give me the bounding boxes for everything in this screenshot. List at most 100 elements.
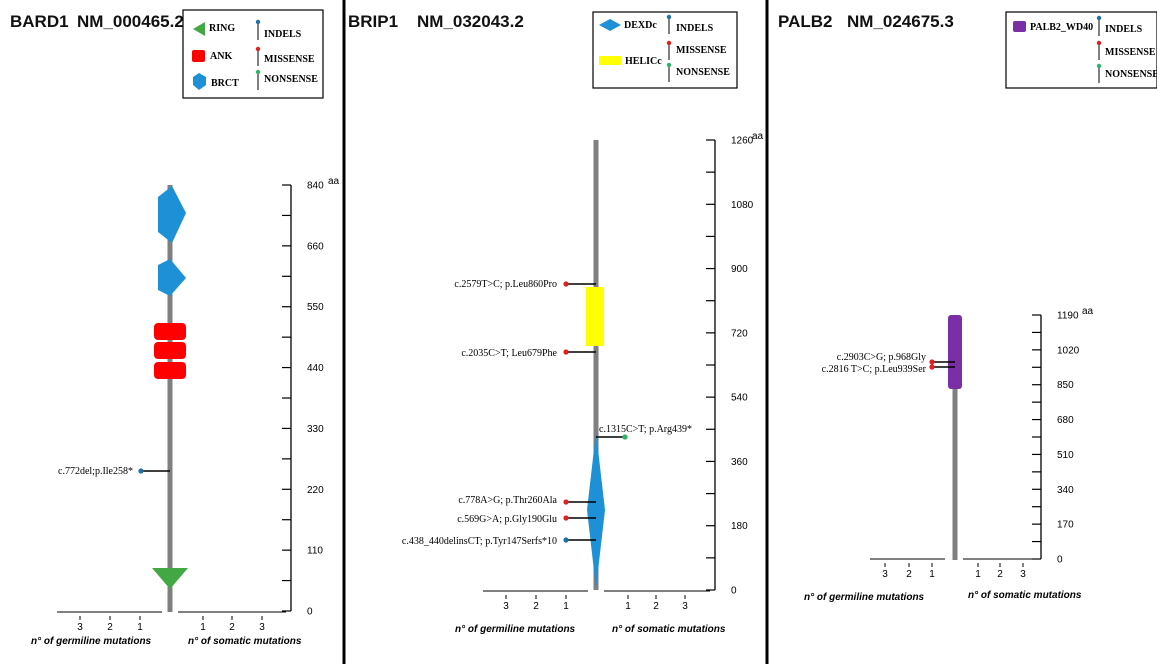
palb2-wd40-domain-icon bbox=[1013, 21, 1026, 32]
axis-tick-label: 900 bbox=[731, 264, 748, 275]
axis-unit-label: aa bbox=[328, 176, 340, 187]
missense-mutation-marker bbox=[929, 359, 935, 365]
ank-repeat bbox=[154, 323, 186, 340]
missense-marker-icon bbox=[1096, 40, 1102, 46]
somatic-count-label: 2 bbox=[653, 601, 659, 612]
missense-mutation-marker bbox=[563, 499, 569, 505]
axis-unit-label: aa bbox=[1082, 306, 1094, 317]
mutation-label: c.1315C>T; p.Arg439* bbox=[599, 424, 692, 435]
germline-count-label: 3 bbox=[882, 569, 888, 580]
axis-tick-label: 170 bbox=[1057, 520, 1074, 531]
somatic-axis-label: n° of somatic mutations bbox=[188, 636, 302, 647]
legend-domain-label: RING bbox=[209, 23, 235, 34]
germline-count-label: 1 bbox=[929, 569, 935, 580]
missense-mutation-marker bbox=[563, 281, 569, 287]
legend-mutation-label: INDELS bbox=[264, 29, 302, 40]
missense-mutation-marker bbox=[563, 515, 569, 521]
axis-tick-label: 360 bbox=[731, 457, 748, 468]
gene-name: BRIP1 bbox=[348, 12, 398, 31]
brct-domain bbox=[158, 186, 186, 243]
accession: NM_032043.2 bbox=[417, 12, 524, 31]
ring-domain-icon bbox=[193, 22, 205, 36]
mutation-label: c.569G>A; p.Gly190Glu bbox=[457, 514, 557, 525]
panel-brip1: BRIP1 NM_032043.2 DEXDc HELICc INDELS MI… bbox=[348, 11, 764, 635]
somatic-count-label: 3 bbox=[259, 622, 265, 633]
accession: NM_024675.3 bbox=[847, 12, 954, 31]
nonsense-marker-icon bbox=[1096, 63, 1102, 69]
nonsense-marker-icon bbox=[255, 69, 261, 75]
germline-count-label: 1 bbox=[563, 601, 569, 612]
palb2-wd40-domain bbox=[948, 315, 962, 389]
legend-mutation-label: INDELS bbox=[676, 23, 714, 34]
somatic-count-label: 2 bbox=[997, 569, 1003, 580]
germline-count-label: 3 bbox=[503, 601, 509, 612]
axis-tick-label: 510 bbox=[1057, 450, 1074, 461]
helicc-domain bbox=[586, 287, 604, 346]
somatic-axis-label: n° of somatic mutations bbox=[968, 590, 1082, 601]
germline-axis-label: n° of germiline mutations bbox=[31, 636, 152, 647]
axis-tick-label: 540 bbox=[731, 393, 748, 404]
germline-count-label: 3 bbox=[77, 622, 83, 633]
somatic-axis-label: n° of somatic mutations bbox=[612, 624, 726, 635]
missense-mutation-marker bbox=[929, 364, 935, 370]
legend-mutation-label: MISSENSE bbox=[264, 54, 315, 65]
axis-tick-label: 550 bbox=[307, 302, 324, 313]
legend: DEXDc HELICc INDELS MISSENSE NONSENSE bbox=[592, 11, 738, 89]
length-axis: 840 660 550 440 330 220 110 0 aa bbox=[282, 176, 340, 618]
legend-domain-label: HELICc bbox=[625, 56, 662, 67]
indel-mutation-marker bbox=[563, 537, 569, 543]
germline-count-label: 1 bbox=[137, 622, 143, 633]
axis-tick-label: 0 bbox=[307, 607, 313, 618]
legend-mutation-label: MISSENSE bbox=[1105, 47, 1156, 58]
somatic-count-label: 2 bbox=[229, 622, 235, 633]
brct-domain-icon bbox=[193, 73, 206, 90]
panel-palb2: PALB2 NM_024675.3 PALB2_WD40 INDELS MISS… bbox=[778, 11, 1157, 603]
ank-domain-icon bbox=[192, 50, 205, 62]
legend-box bbox=[1005, 11, 1157, 89]
axis-tick-label: 850 bbox=[1057, 380, 1074, 391]
length-axis: 1260 1080 900 720 540 360 180 0 aa bbox=[706, 131, 764, 597]
panel-bard1: BARD1 NM_000465.2 RING ANK BRCT INDELS M… bbox=[10, 9, 340, 647]
mutation-label: c.2903C>G; p.968Gly bbox=[837, 352, 926, 363]
ring-domain bbox=[152, 568, 188, 589]
dexdc-domain bbox=[587, 432, 605, 588]
legend-mutation-label: MISSENSE bbox=[676, 45, 727, 56]
germline-axis-label: n° of germiline mutations bbox=[455, 624, 576, 635]
axis-tick-label: 180 bbox=[731, 521, 748, 532]
length-axis: 1190 1020 850 680 510 340 170 0 aa bbox=[1032, 306, 1094, 566]
mutation-label: c.2035C>T; Leu679Phe bbox=[461, 348, 557, 359]
mutation-label: c.772del;p.Ile258* bbox=[58, 466, 133, 477]
axis-tick-label: 1190 bbox=[1057, 311, 1079, 322]
mutation-label: c.2816 T>C; p.Leu939Ser bbox=[822, 364, 927, 375]
missense-mutation-marker bbox=[563, 349, 569, 355]
mutation-label: c.2579T>C; p.Leu860Pro bbox=[454, 279, 557, 290]
indels-marker-icon bbox=[666, 14, 672, 20]
indel-mutation-marker bbox=[138, 468, 144, 474]
mutation-label: c.438_440delinsCT; p.Tyr147Serfs*10 bbox=[402, 536, 557, 547]
axis-tick-label: 660 bbox=[307, 241, 324, 252]
axis-tick-label: 680 bbox=[1057, 415, 1074, 426]
legend-domain-label: PALB2_WD40 bbox=[1030, 22, 1093, 33]
germline-axis-label: n° of germiline mutations bbox=[804, 592, 925, 603]
brct-domain bbox=[158, 259, 186, 296]
axis-tick-label: 440 bbox=[307, 363, 324, 374]
nonsense-marker-icon bbox=[666, 62, 672, 68]
dexdc-domain-icon bbox=[599, 19, 621, 31]
axis-tick-label: 720 bbox=[731, 328, 748, 339]
gene-name: BARD1 bbox=[10, 12, 69, 31]
missense-marker-icon bbox=[255, 46, 261, 52]
axis-tick-label: 330 bbox=[307, 424, 324, 435]
legend-mutation-label: NONSENSE bbox=[676, 67, 730, 78]
ank-repeat bbox=[154, 362, 186, 379]
legend-box bbox=[182, 9, 324, 99]
axis-tick-label: 110 bbox=[307, 546, 323, 557]
legend: RING ANK BRCT INDELS MISSENSE NONSENSE bbox=[182, 9, 324, 99]
indels-marker-icon bbox=[1096, 15, 1102, 21]
somatic-count-label: 3 bbox=[682, 601, 688, 612]
missense-marker-icon bbox=[666, 40, 672, 46]
legend-domain-label: DEXDc bbox=[624, 20, 657, 31]
axis-tick-label: 0 bbox=[731, 586, 737, 597]
legend-mutation-label: INDELS bbox=[1105, 24, 1143, 35]
nonsense-mutation-marker bbox=[622, 434, 628, 440]
